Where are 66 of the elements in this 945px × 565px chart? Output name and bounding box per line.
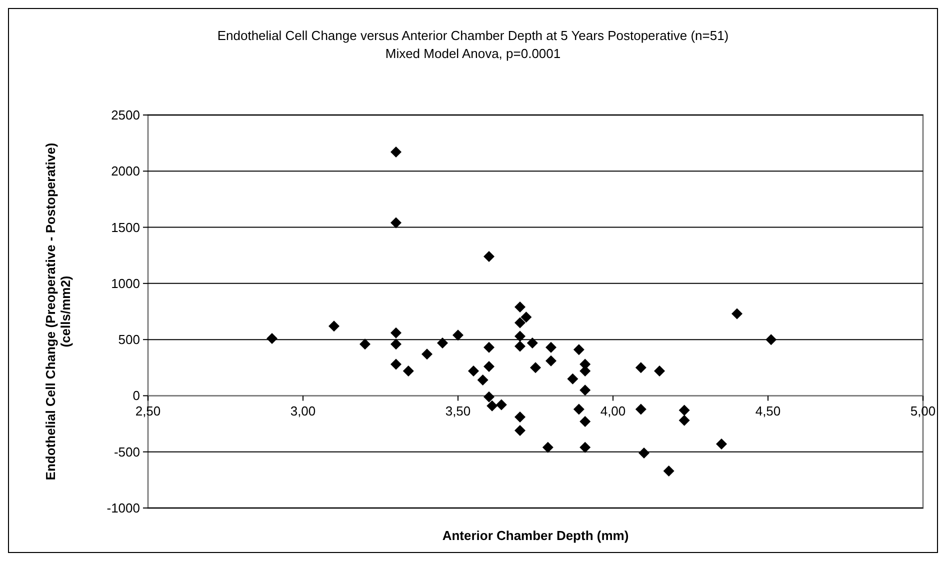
x-tick-label: 5,00 — [910, 404, 936, 419]
point — [678, 414, 690, 426]
y-tick-label: 1000 — [111, 276, 140, 291]
point — [663, 465, 674, 476]
point — [678, 404, 690, 416]
point — [567, 373, 578, 384]
x-tick-label: 3,50 — [445, 404, 471, 419]
point — [422, 348, 432, 360]
point — [514, 340, 526, 352]
point — [766, 334, 777, 346]
y-tick-label: 2500 — [111, 108, 140, 122]
point — [514, 412, 526, 423]
point — [635, 404, 646, 415]
point — [496, 399, 507, 410]
y-axis-title: Endothelial Cell Change (Preoperative - Postoperative) (cells/mm2) — [43, 142, 73, 482]
chart-title: Endothelial Cell Change versus Anterior Chamber Depth at 5 Years Postoperative (n=51) — [217, 28, 729, 43]
point — [486, 400, 498, 412]
point — [732, 308, 742, 320]
y-tick-label: 500 — [118, 332, 140, 348]
point — [390, 327, 402, 338]
y-tick-label: -500 — [114, 444, 140, 460]
point — [402, 366, 414, 377]
point — [452, 330, 464, 341]
point — [514, 317, 526, 328]
point — [514, 302, 526, 313]
x-tick-label: 3,00 — [290, 404, 316, 419]
x-tick-label: 4,00 — [600, 404, 626, 419]
y-tick-label: 1500 — [111, 220, 140, 235]
x-axis-title: Anterior Chamber Depth (mm) — [442, 528, 629, 543]
point — [580, 416, 591, 428]
point — [542, 442, 554, 453]
y-tick-label: -1000 — [106, 500, 140, 516]
point — [390, 217, 402, 228]
point — [514, 330, 526, 342]
x-tick-label: 2,50 — [135, 404, 161, 419]
point — [360, 338, 370, 350]
x-tick-label: 4,50 — [755, 404, 781, 419]
point — [635, 362, 646, 374]
point — [638, 447, 650, 458]
point — [390, 338, 402, 350]
point — [654, 366, 665, 377]
point — [390, 358, 402, 370]
y-tick-label: 0 — [132, 388, 140, 404]
point — [573, 404, 584, 415]
point — [484, 342, 494, 353]
point — [514, 425, 526, 436]
point — [390, 146, 402, 158]
chart-subtitle: Mixed Model Anova, p=0.0001 — [385, 46, 561, 61]
point — [484, 391, 494, 402]
point — [437, 337, 448, 348]
point — [580, 442, 591, 453]
point — [266, 332, 278, 344]
point — [328, 320, 340, 332]
point — [484, 361, 494, 372]
point — [530, 362, 541, 374]
y-tick-label: 2000 — [111, 164, 140, 179]
point — [468, 366, 479, 377]
point — [546, 355, 556, 366]
point — [477, 374, 488, 386]
point — [716, 438, 727, 450]
point — [573, 344, 584, 356]
point — [580, 384, 591, 396]
point — [546, 342, 556, 353]
point — [484, 250, 494, 262]
point — [526, 337, 538, 348]
point — [520, 312, 532, 323]
